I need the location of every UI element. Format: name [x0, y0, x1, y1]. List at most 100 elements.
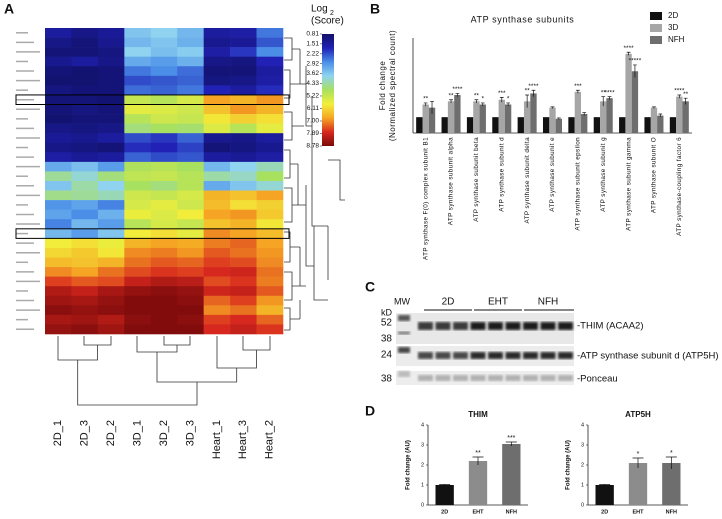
error-bar: [449, 99, 453, 103]
significance-label: *: [507, 96, 510, 103]
column-dendrogram: [57, 336, 271, 406]
heatmap-cell: [124, 75, 152, 86]
x-tick-label: ATP synthase subunit epsilon: [575, 137, 582, 231]
bar: [568, 117, 575, 133]
heatmap-cell: [230, 85, 257, 96]
heatmap-cell: [230, 181, 257, 191]
heatmap-cell: [45, 94, 72, 105]
heatmap-cell: [177, 104, 204, 115]
heatmap-cell: [256, 56, 284, 67]
heatmap-cell: [256, 142, 284, 153]
bar: [468, 461, 488, 505]
heatmap-cell: [71, 47, 99, 57]
heatmap-cell: [45, 47, 72, 57]
heatmap-cell: [230, 324, 257, 335]
heatmap-cell: [230, 37, 257, 48]
heatmap-cell: [45, 238, 72, 249]
heatmap-cell: [256, 37, 284, 48]
heatmap-cell: [177, 219, 204, 230]
significance-label: **: [423, 96, 429, 103]
band: [558, 322, 573, 330]
heatmap-cell: [230, 47, 257, 57]
heatmap-cell: [45, 247, 72, 258]
colorbar-tick-label: 2.92: [306, 60, 319, 67]
bar: [473, 101, 480, 133]
heatmap-cell: [256, 190, 284, 201]
heatmap-cell: [124, 200, 152, 210]
heatmap-cell: [256, 94, 284, 105]
heatmap-cell: [203, 190, 231, 201]
heatmap-cell: [45, 314, 72, 325]
heatmap-cell: [97, 171, 125, 182]
bar: [492, 117, 499, 133]
heatmap-cell: [177, 209, 204, 220]
heatmap-cell: [256, 286, 284, 297]
legend-label: NFH: [668, 35, 685, 44]
heatmap-cell: [124, 314, 152, 325]
colorbar-tick-label: 5.22: [306, 93, 319, 100]
bar: [416, 117, 423, 133]
error-bar: [683, 97, 688, 105]
heatmap-cell: [71, 286, 99, 297]
y-axis-label: Fold change (AU): [566, 440, 572, 490]
heatmap-cell: [71, 295, 99, 306]
x-tick-label: ATP synthase subunit beta: [473, 137, 480, 222]
heatmap-cell: [203, 200, 231, 210]
heatmap-cell: [256, 295, 284, 306]
heatmap-cell: [177, 324, 204, 335]
bar: [441, 117, 448, 133]
heatmap-cell: [71, 305, 99, 316]
heatmap-cell: [256, 324, 284, 335]
heatmap-cell: [230, 152, 257, 163]
bar: [631, 71, 639, 133]
heatmap-cell: [97, 238, 125, 249]
heatmap-cell: [177, 228, 204, 239]
y-axis-label: Fold change: [378, 61, 387, 111]
heatmap-cell: [230, 314, 257, 325]
bar: [581, 114, 588, 133]
heatmap-cell: [203, 181, 231, 191]
heatmap-cell: [150, 47, 178, 57]
heatmap-cell: [256, 104, 284, 115]
x-tick-label: ATP synthase subunit gamma: [625, 137, 632, 231]
heatmap-cell: [97, 142, 125, 153]
band: [470, 375, 486, 381]
heatmap-cell: [256, 75, 284, 86]
bar: [593, 117, 601, 133]
significance-label: ****: [452, 86, 463, 93]
heatmap-cell: [71, 238, 99, 249]
band: [488, 375, 503, 381]
marker-label: 52: [381, 318, 393, 329]
heatmap-cell: [97, 181, 125, 191]
legend-title: 2: [330, 10, 334, 17]
error-bar: [632, 457, 644, 468]
x-tick-label: ATP synthase subunit d: [498, 137, 505, 212]
column-label: 3D_1: [131, 420, 143, 446]
heatmap-cell: [124, 66, 152, 77]
heatmap-cell: [45, 152, 72, 163]
heatmap-cell: [150, 190, 178, 201]
heatmap-cell: [177, 94, 204, 105]
heatmap-cell: [150, 276, 178, 287]
y-axis-label: Fold change (AU): [406, 440, 412, 490]
heatmap-cell: [203, 114, 231, 124]
heatmap-cell: [45, 267, 72, 277]
heatmap-cell: [71, 324, 99, 335]
heatmap-cell: [230, 276, 257, 287]
heatmap-cell: [203, 209, 231, 220]
heatmap-cell: [203, 152, 231, 163]
heatmap-cell: [97, 104, 125, 115]
band: [505, 375, 521, 381]
heatmap-cell: [150, 114, 178, 124]
band: [418, 352, 433, 359]
y-tick-label: 2: [581, 462, 584, 468]
heatmap-cell: [230, 94, 257, 105]
heatmap-cell: [97, 314, 125, 325]
colorbar-tick-label: 4.33: [306, 80, 319, 87]
y-axis-label: (Normalized spectral count): [388, 30, 397, 141]
heatmap-cell: [45, 305, 72, 316]
heatmap-cell: [203, 47, 231, 57]
heatmap-cell: [203, 66, 231, 77]
bar: [530, 93, 537, 133]
legend-title: Log: [311, 4, 328, 15]
